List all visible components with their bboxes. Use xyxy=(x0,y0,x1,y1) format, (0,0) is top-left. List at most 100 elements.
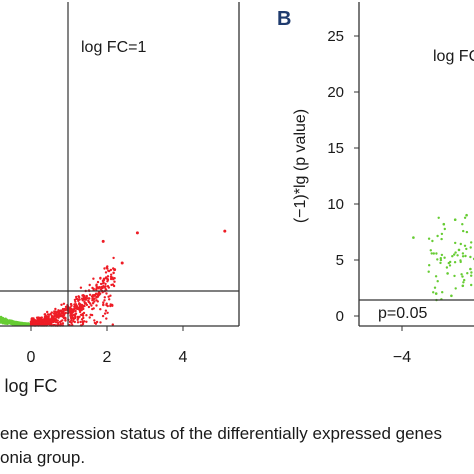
panel-a-up-point xyxy=(46,321,50,324)
panel-a-up-point xyxy=(78,298,81,301)
panel-b-point xyxy=(446,272,449,275)
panel-a-up-point xyxy=(112,256,115,260)
panel-a-down-point xyxy=(17,322,20,325)
panel-a-up-point xyxy=(63,308,67,312)
panel-a-up-point xyxy=(112,271,115,275)
panel-b-y-tick-label: 15 xyxy=(327,140,344,157)
panel-a-up-point xyxy=(93,319,96,322)
panel-b-point xyxy=(466,272,469,275)
panel-a-up-point xyxy=(64,305,68,309)
panel-b-point xyxy=(469,267,472,271)
panel-a-up-point xyxy=(112,267,115,270)
panel-a-up-point xyxy=(70,321,73,325)
panel-a-up-point xyxy=(93,297,96,300)
panel-a-up-point xyxy=(106,311,109,314)
panel-a-up-point xyxy=(76,321,80,324)
panel-a-up-point xyxy=(81,322,85,326)
panel-a-up-point xyxy=(107,269,111,273)
panel-a-up-point xyxy=(79,308,83,312)
panel-b-point xyxy=(454,241,457,245)
panel-a-down-point xyxy=(21,323,24,326)
panel-a-up-point xyxy=(56,313,59,317)
panel-a-up-point xyxy=(113,280,116,283)
panel-a-up-point xyxy=(73,313,76,316)
panel-a-up-point xyxy=(41,322,44,325)
panel-a-up-point xyxy=(92,287,95,291)
panel-b-point xyxy=(443,256,446,259)
panel-a-up-point xyxy=(98,293,101,296)
panel-a-up-point xyxy=(110,283,113,287)
panel-a-up-point xyxy=(46,318,49,321)
panel-a-up-point xyxy=(76,307,80,311)
panel-b-point xyxy=(461,223,464,226)
panel-a-up-point xyxy=(92,277,95,280)
panel-b-point xyxy=(459,260,462,264)
panel-a-up-point xyxy=(79,286,83,289)
panel-a-up-point xyxy=(105,266,109,269)
panel-a-x-axis-label: log FC xyxy=(4,376,57,396)
panel-a-up-point xyxy=(79,320,82,324)
panel-a-up-point xyxy=(104,282,107,286)
panel-b-point xyxy=(457,248,461,252)
panel-a-up-point xyxy=(106,304,109,308)
panel-b-x-ticks: −4 xyxy=(393,326,411,366)
panel-b-point xyxy=(456,254,459,257)
panel-b-point xyxy=(432,252,435,255)
panel-a-up-point xyxy=(59,309,62,312)
panel-b-point xyxy=(439,257,442,260)
panel-a-up-point xyxy=(62,302,66,305)
panel-b-point xyxy=(459,242,462,246)
panel-a-up-point xyxy=(40,317,43,320)
panel-a-up-point xyxy=(102,277,106,280)
panel-b-point xyxy=(432,291,435,294)
panel-a-up-point xyxy=(69,312,73,315)
panel-a-up-point xyxy=(53,318,57,321)
panel-b-point xyxy=(469,255,472,259)
panel-a-up-point xyxy=(111,323,115,326)
panel-a-up-point xyxy=(58,320,62,324)
panel-a-outlier-point xyxy=(135,231,139,235)
panel-a-up-point xyxy=(32,321,36,324)
caption-line-2: onia group. xyxy=(0,448,86,467)
panel-a-up-point xyxy=(100,285,104,289)
panel-a-up-point xyxy=(44,319,47,322)
panel-a-outlier-point xyxy=(120,261,124,265)
panel-a-down-point xyxy=(0,317,3,321)
panel-b-y-tick-label: 0 xyxy=(336,308,344,325)
panel-b-point xyxy=(441,291,444,294)
panel-a-up-point xyxy=(72,318,75,321)
panel-a-up-point xyxy=(88,293,92,296)
panel-b-point xyxy=(434,275,438,278)
panel-b-point xyxy=(461,255,465,258)
panel-a-up-point xyxy=(96,280,100,284)
panel-a-up-point xyxy=(73,298,77,302)
panel-b-point xyxy=(453,274,456,278)
panel-a-up-point xyxy=(103,285,106,289)
panel-b-point xyxy=(453,261,457,264)
panel-a-down-point xyxy=(27,323,31,326)
panel-a-up-point xyxy=(102,301,105,304)
panel-b-point xyxy=(434,292,438,295)
panel-a-down-point xyxy=(5,320,8,323)
panel-a-up-point xyxy=(92,307,95,310)
panel-a-up-point xyxy=(81,294,84,297)
panel-a-up-point xyxy=(102,303,105,307)
panel-b-point xyxy=(437,216,440,219)
panel-a-up-point xyxy=(74,316,77,320)
panel-b-point xyxy=(470,283,473,287)
panel-a-up-point xyxy=(108,298,111,301)
panel-a-up-point xyxy=(93,321,97,325)
panel-a-up-point xyxy=(80,306,83,309)
panel-a-up-point xyxy=(105,302,108,305)
panel-a-up-point xyxy=(61,322,65,325)
panel-a-up-point xyxy=(82,296,86,299)
panel-b-point xyxy=(448,264,452,267)
panel-a-up-point xyxy=(45,323,48,326)
panel-a-up-point xyxy=(54,313,57,316)
panel-b-point xyxy=(464,254,467,258)
panel-a-up-point xyxy=(46,315,49,318)
panel-a-up-point xyxy=(62,314,66,317)
panel-b-letter: B xyxy=(277,8,291,30)
panel-a-up-point xyxy=(101,314,105,318)
panel-a-up-point xyxy=(78,310,82,314)
